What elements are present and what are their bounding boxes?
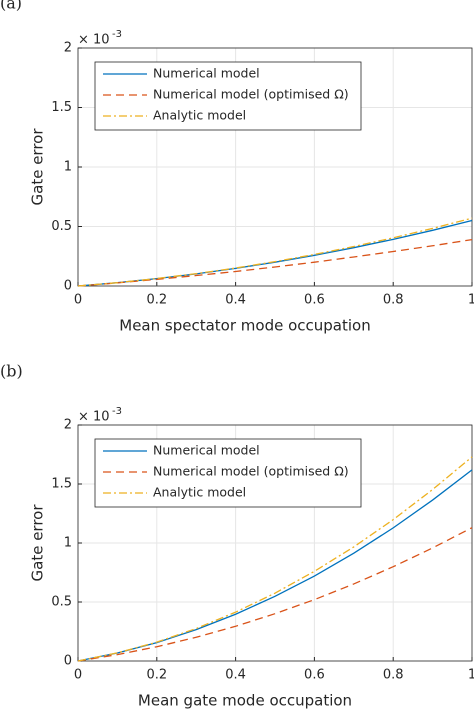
legend-label: Numerical model [153,443,260,458]
x-tick-label: 0 [74,668,82,683]
axes-box [77,47,473,287]
series-line [77,217,473,287]
y-tick-label: 1.5 [51,477,72,492]
x-tick-label: 0.6 [304,293,325,308]
x-axis-label: Mean gate mode occupation [138,692,352,710]
y-tick-label: 0.5 [51,219,72,234]
y-tick-label: 0 [64,279,72,294]
y-axis-label: Gate error [29,128,47,206]
y-tick-label: 1 [64,160,72,175]
y-tick-label: 1 [64,536,72,551]
legend-label: Analytic model [153,108,246,123]
y-scale-exponent: -3 [112,29,122,40]
legend-label: Numerical model (optimised Ω) [153,87,349,102]
legend-label: Analytic model [153,485,246,500]
x-tick-label: 0.2 [146,293,167,308]
axes-box [77,424,473,662]
y-tick-label: 1.5 [51,100,72,115]
x-axis-label: Mean spectator mode occupation [119,317,370,335]
y-scale-base: × 10 [78,410,110,425]
x-tick-label: 0.8 [383,293,404,308]
y-tick-label: 2 [64,418,72,433]
panel-label: (b) [0,362,23,381]
x-tick-label: 0.4 [225,293,246,308]
x-tick-label: 0 [74,293,82,308]
legend-label: Numerical model (optimised Ω) [153,464,349,479]
y-scale-base: × 10 [78,33,110,48]
series-line [77,456,473,662]
x-tick-label: 0.2 [146,668,167,683]
x-tick-label: 1 [468,668,474,683]
x-tick-label: 0.4 [225,668,246,683]
legend-box [94,61,362,131]
x-tick-label: 0.6 [304,668,325,683]
x-tick-label: 1 [468,293,474,308]
y-scale-exponent: -3 [112,406,122,417]
legend-box [94,438,362,508]
panel-label: (a) [0,0,22,13]
y-tick-label: 0 [64,654,72,669]
y-tick-label: 2 [64,41,72,56]
legend-label: Numerical model [153,66,260,81]
y-tick-label: 0.5 [51,595,72,610]
series-line [77,219,473,287]
y-axis-label: Gate error [29,504,47,582]
series-line [77,527,473,662]
x-tick-label: 0.8 [383,668,404,683]
